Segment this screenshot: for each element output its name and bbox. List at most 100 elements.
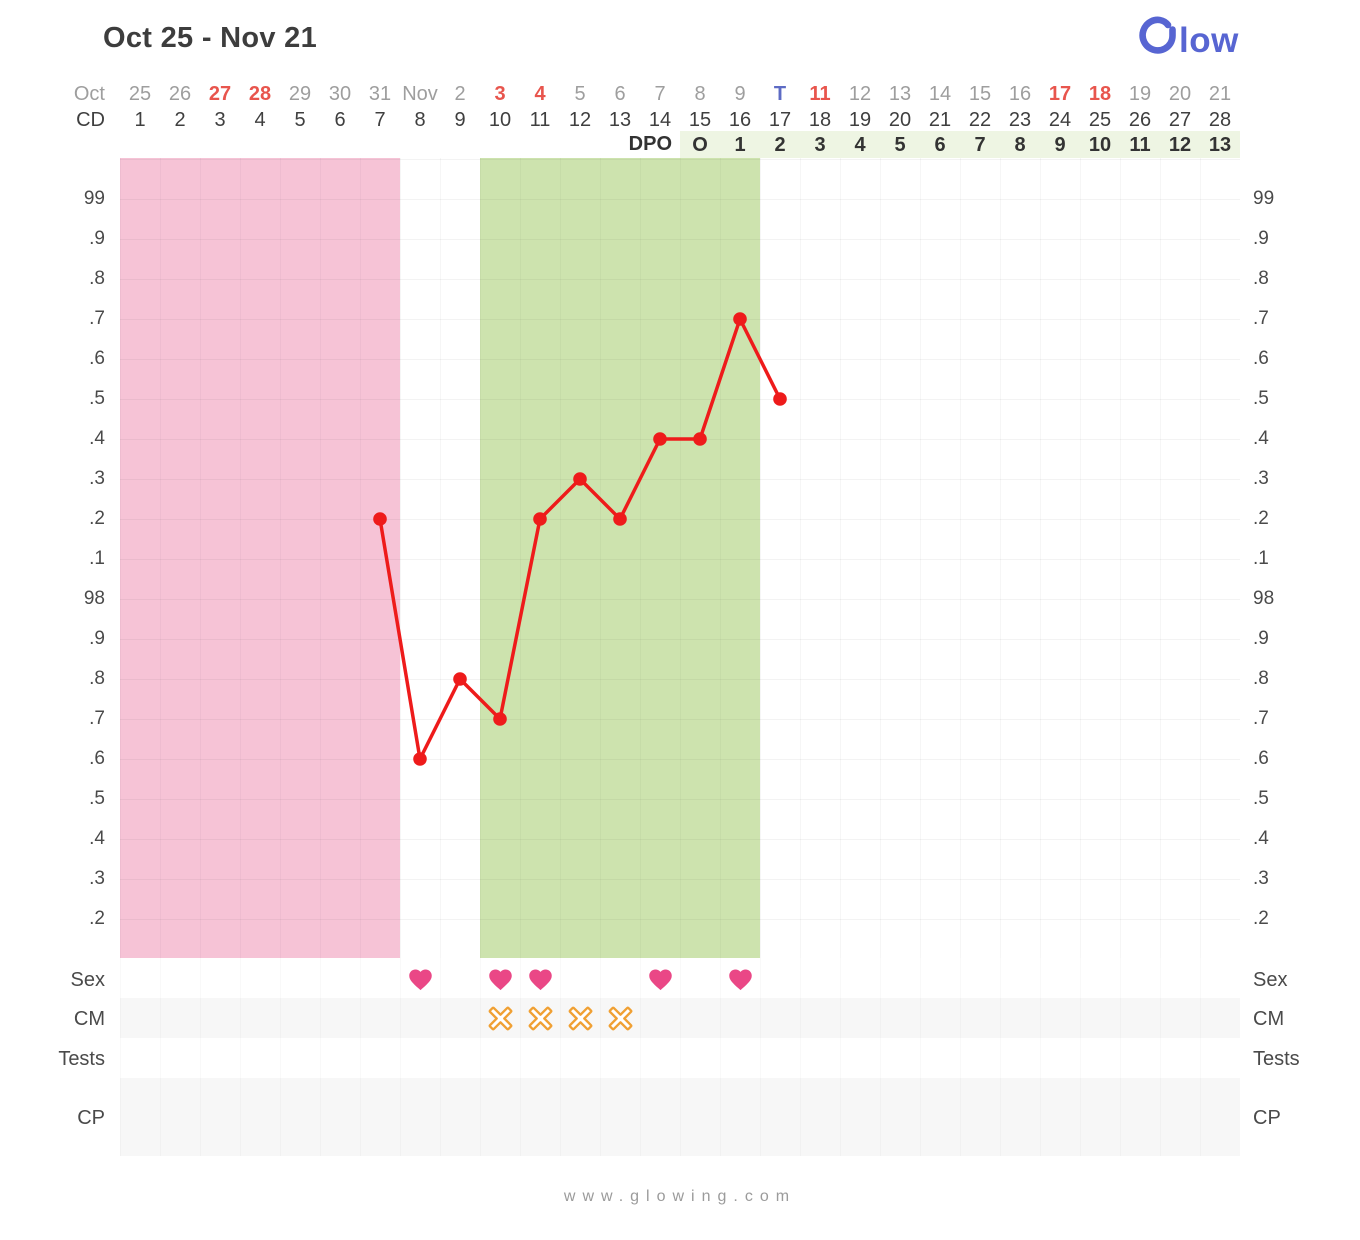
cm-row-band: [120, 998, 1240, 1038]
dpo-cell: O: [692, 134, 708, 156]
temp-axis-label-right: .3: [1253, 868, 1269, 889]
cycle-day-cell: 12: [568, 109, 592, 131]
temp-axis-label-right: 98: [1253, 588, 1275, 609]
cycle-day-cell: 7: [374, 109, 386, 131]
date-cell: 6: [614, 83, 626, 105]
cycle-day-cell: 19: [848, 109, 872, 131]
dpo-cell: 5: [894, 134, 906, 156]
temp-axis-label-left: .9: [89, 628, 105, 649]
dpo-cell: 9: [1054, 134, 1066, 156]
temp-axis-label-right: 99: [1253, 188, 1275, 209]
sex-heart: [487, 966, 514, 996]
date-cell: 19: [1128, 83, 1152, 105]
cycle-day-cell: 16: [728, 109, 752, 131]
date-cell: T: [773, 83, 787, 105]
cervical-mucus-mark: [487, 1005, 514, 1037]
dpo-cell: 12: [1168, 134, 1192, 156]
temp-axis-label-left: .3: [89, 468, 105, 489]
cycle-day-cell: 28: [1208, 109, 1232, 131]
temp-axis-label-left: .8: [89, 268, 105, 289]
page-title: Oct 25 - Nov 21: [103, 22, 318, 54]
heart-icon: [489, 969, 512, 991]
cycle-day-cell: 15: [688, 109, 712, 131]
sex-heart: [407, 966, 434, 996]
sex-row-label-right: Sex: [1253, 969, 1288, 991]
temp-axis-label-left: .1: [89, 548, 105, 569]
temp-axis-label-right: .4: [1253, 828, 1269, 849]
cycle-day-cell: 13: [608, 109, 632, 131]
temp-axis-label-right: .1: [1253, 548, 1269, 569]
cycle-day-cell: 21: [928, 109, 952, 131]
sex-heart: [527, 966, 554, 996]
period-region: [120, 158, 400, 958]
temp-axis-label-right: .6: [1253, 748, 1269, 769]
temp-axis-label-left: .6: [89, 748, 105, 769]
date-cell: 25: [128, 83, 152, 105]
date-cell: 4: [534, 83, 546, 105]
date-cell: 2: [454, 83, 466, 105]
cycle-day-cell: 17: [768, 109, 792, 131]
temp-axis-label-left: 98: [83, 588, 105, 609]
dpo-row-label: DPO: [628, 133, 672, 155]
tests-row-label-right: Tests: [1253, 1048, 1300, 1070]
cycle-day-cell: 6: [334, 109, 346, 131]
footer-url[interactable]: www.glowing.com: [563, 1188, 797, 1205]
dpo-cell: 6: [934, 134, 946, 156]
temp-axis-label-left: .8: [89, 668, 105, 689]
date-cell: 17: [1048, 83, 1072, 105]
temp-axis-label-left: .4: [89, 828, 105, 849]
cervical-mucus-icon: [488, 1006, 513, 1031]
dpo-cell: 13: [1208, 134, 1232, 156]
temp-axis-label-left: .7: [89, 308, 105, 329]
temp-axis-label-right: .9: [1253, 228, 1269, 249]
dpo-cell: 1: [734, 134, 746, 156]
date-cell: 28: [248, 83, 272, 105]
svg-text:low: low: [1179, 21, 1239, 60]
cycle-day-cell: 23: [1008, 109, 1032, 131]
sex-heart: [727, 966, 754, 996]
cervical-mucus-mark: [527, 1005, 554, 1037]
date-cell: 14: [928, 83, 952, 105]
temp-axis-label-left: .9: [89, 228, 105, 249]
cycle-day-cell: 1: [134, 109, 146, 131]
cd-row-label: CD: [76, 109, 105, 131]
chart-gridlines: [120, 158, 1240, 958]
date-cell: 31: [368, 83, 392, 105]
temp-axis-label-right: .8: [1253, 268, 1269, 289]
cervical-mucus-icon: [568, 1006, 593, 1031]
dpo-cell: 4: [854, 134, 866, 156]
cycle-day-cell: 5: [294, 109, 306, 131]
date-cell: 9: [734, 83, 746, 105]
cycle-day-cell: 8: [414, 109, 426, 131]
date-cell: 16: [1008, 83, 1032, 105]
tests-row-label-left: Tests: [58, 1048, 105, 1070]
cp-row-band: [120, 1078, 1240, 1156]
cycle-day-cell: 24: [1048, 109, 1072, 131]
cm-row-label-left: CM: [73, 1008, 105, 1030]
temp-axis-label-left: .7: [89, 708, 105, 729]
cycle-day-cell: 25: [1088, 109, 1112, 131]
date-cell: 18: [1088, 83, 1112, 105]
cervical-mucus-mark: [567, 1005, 594, 1037]
cycle-day-cell: 10: [488, 109, 512, 131]
cycle-day-cell: 3: [214, 109, 226, 131]
temp-axis-label-left: 99: [83, 188, 105, 209]
date-cell: 11: [809, 83, 831, 105]
date-cell: 3: [494, 83, 506, 105]
dpo-cell: 3: [814, 134, 826, 156]
glow-logo[interactable]: low: [1136, 14, 1240, 64]
cycle-day-cell: 18: [808, 109, 832, 131]
cp-row-label-left: CP: [77, 1107, 105, 1129]
date-cell: 5: [574, 83, 586, 105]
temp-axis-label-left: .3: [89, 868, 105, 889]
heart-icon: [409, 969, 432, 991]
date-cell: 13: [888, 83, 912, 105]
tracker-rows-gridlines: [120, 958, 1240, 1156]
cycle-day-cell: 11: [529, 109, 551, 131]
heart-icon: [529, 969, 552, 991]
bbt-chart-area: [120, 158, 1240, 958]
date-cell: 27: [208, 83, 232, 105]
cycle-day-cell: 4: [254, 109, 266, 131]
cycle-day-cell: 27: [1168, 109, 1192, 131]
